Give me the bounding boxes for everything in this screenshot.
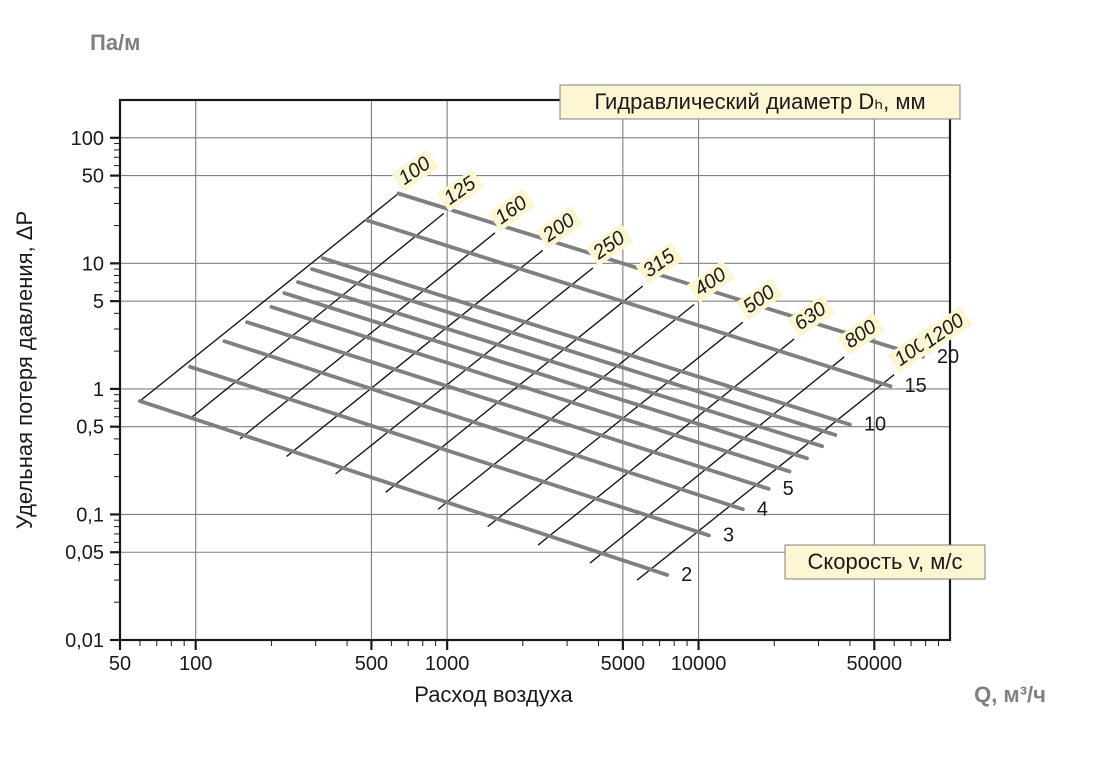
x-axis-title: Расход воздуха xyxy=(414,682,573,707)
x-tick-label: 50 xyxy=(109,653,131,675)
y-tick-label: 50 xyxy=(82,166,104,188)
x-tick-label: 100 xyxy=(179,653,212,675)
y-tick-label: 0,05 xyxy=(65,542,104,564)
y-tick-label: 5 xyxy=(93,291,104,313)
velocity-label: 5 xyxy=(783,478,794,500)
x-tick-label: 50000 xyxy=(846,653,902,675)
diameter-title-box: Гидравлический диаметр Dₕ, мм xyxy=(560,85,960,119)
y-axis-title: Удельная потеря давления, ΔP xyxy=(12,211,37,529)
y-tick-label: 0,1 xyxy=(76,504,104,526)
velocity-title-box: Скорость v, м/с xyxy=(785,545,985,579)
y-tick-label: 10 xyxy=(82,253,104,275)
chart-container: 50 100 500 1000 5000 10000 50000 0,01 0,05 0,1 0,5… xyxy=(0,0,1116,770)
velocity-label: 4 xyxy=(757,498,768,520)
x-unit-label: Q, м³/ч xyxy=(974,682,1046,707)
velocity-label: 2 xyxy=(681,564,692,586)
x-tick-label: 5000 xyxy=(601,653,646,675)
velocity-label: 15 xyxy=(905,375,927,397)
diameter-title-text: Гидравлический диаметр Dₕ, мм xyxy=(594,89,925,114)
nomograph-svg: 50 100 500 1000 5000 10000 50000 0,01 0,05 0,1 0,5… xyxy=(0,0,1116,770)
y-tick-label: 0,01 xyxy=(65,630,104,652)
y-unit-label: Па/м xyxy=(90,30,140,55)
velocity-label: 10 xyxy=(864,414,886,436)
y-tick-label: 100 xyxy=(71,128,104,150)
y-tick-label: 1 xyxy=(93,379,104,401)
x-tick-label: 10000 xyxy=(671,653,727,675)
y-tick-label: 0,5 xyxy=(76,417,104,439)
velocity-label: 3 xyxy=(723,524,734,546)
x-tick-label: 1000 xyxy=(425,653,470,675)
velocity-title-text: Скорость v, м/с xyxy=(808,549,963,574)
x-tick-label: 500 xyxy=(355,653,388,675)
velocity-label: 20 xyxy=(937,346,959,368)
